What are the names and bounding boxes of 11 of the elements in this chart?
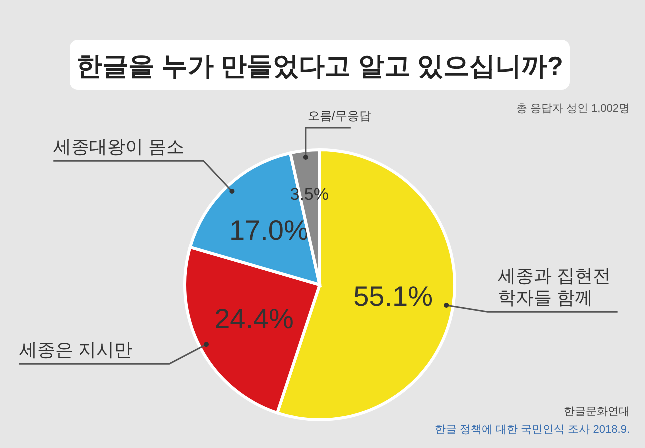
- text: 한글 정책에 대한 국민인식 조사 2018.9.: [435, 424, 630, 436]
- data-label: 3.5%: [290, 185, 330, 204]
- data-label: 24.4%: [214, 304, 294, 335]
- text: 한글문화연대: [564, 406, 630, 418]
- slice-label: 세종과 집현전 학자들 함께: [498, 266, 611, 308]
- slice-label: 오름/무응답: [308, 109, 372, 123]
- slice-label: 세종대왕이 몸소: [54, 137, 185, 158]
- chart-title: 한글을 누가 만들었다고 알고 있으십니까?: [76, 51, 564, 81]
- slice-label: 세종은 지시만: [20, 340, 133, 360]
- chart-subtitle: 총 응답자 성인 1,002명: [516, 103, 630, 115]
- data-label: 55.1%: [354, 280, 433, 312]
